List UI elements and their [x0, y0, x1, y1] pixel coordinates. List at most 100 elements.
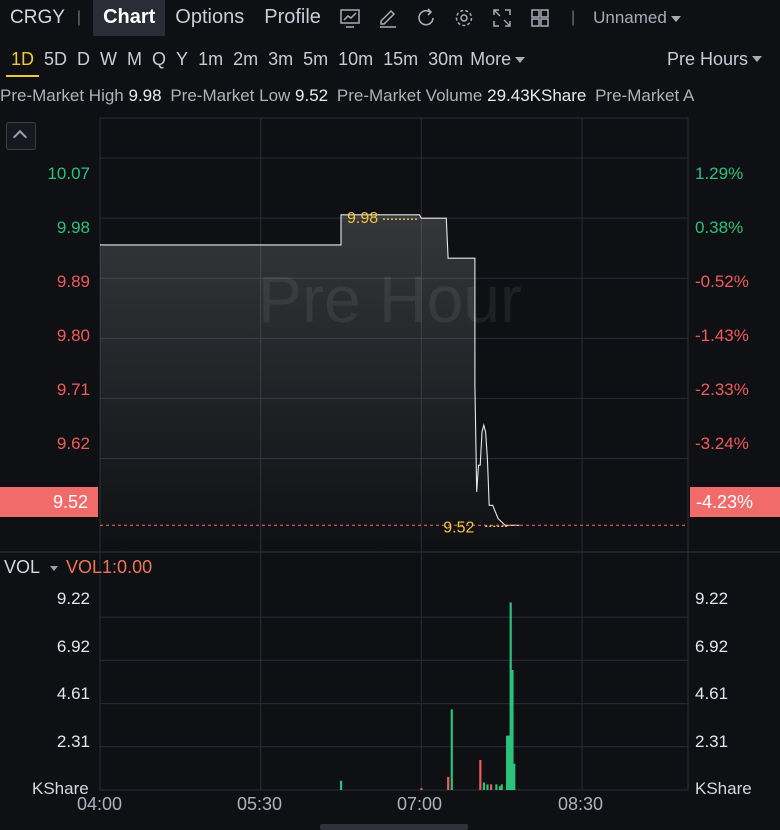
fullscreen-icon[interactable] [491, 7, 513, 29]
y-tick-right: 1.29% [695, 164, 744, 183]
volume-bar [507, 735, 511, 790]
y-tick-right: -2.33% [695, 380, 749, 399]
tab-options[interactable]: Options [175, 6, 245, 28]
refresh-icon[interactable] [415, 7, 437, 29]
volume-indicator-header[interactable]: VOL VOL1:0.00 [4, 557, 152, 578]
volume-unit-right: KShare [695, 779, 752, 798]
x-tick: 05:30 [237, 794, 283, 814]
vol-tick-right: 2.31 [695, 732, 729, 751]
premarket-low-value: 9.52 [295, 86, 329, 105]
current-change-value: -4.23% [696, 492, 754, 512]
y-tick-left: 9.80 [56, 326, 90, 345]
more-label: More [470, 48, 512, 69]
draw-pen-icon[interactable] [377, 7, 399, 29]
volume-bar [482, 782, 486, 790]
high-marker-label: 9.98 [347, 210, 378, 227]
timeline-scrollbar[interactable] [320, 824, 468, 830]
vol-tick-right: 9.22 [695, 589, 729, 608]
volume-bar [506, 735, 509, 790]
toolbar-divider: | [570, 9, 576, 26]
session-selector[interactable]: Pre Hours [666, 49, 748, 69]
volume-bar [513, 763, 516, 790]
chevron-down-icon [752, 56, 762, 62]
ticker-symbol[interactable]: CRGY [10, 7, 65, 28]
volume-label: VOL [4, 557, 41, 577]
current-price-tag: 9.52 [0, 487, 98, 517]
volume-bar [450, 709, 453, 790]
volume-bar [420, 788, 423, 790]
y-tick-right: -3.24% [695, 434, 749, 453]
period-3m[interactable]: 3m [268, 49, 294, 69]
period-d[interactable]: D [77, 49, 91, 69]
premarket-trailing-label: Pre-Market A [595, 86, 695, 105]
volume-bar [500, 784, 503, 790]
premarket-info-bar: Pre-Market High 9.98 Pre-Market Low 9.52… [0, 86, 780, 112]
premarket-volume-value: 29.43KShare [487, 86, 587, 105]
vol-tick-left: 2.31 [56, 732, 90, 751]
period-5d[interactable]: 5D [44, 49, 68, 69]
vol-tick-right: 4.61 [695, 684, 729, 703]
period-5m[interactable]: 5m [303, 49, 329, 69]
y-tick-left: 9.71 [56, 380, 90, 399]
low-marker-label: 9.52 [443, 519, 474, 536]
y-tick-right: -0.52% [695, 272, 749, 291]
y-tick-right: 0.38% [695, 218, 744, 237]
period-1d[interactable]: 1D [6, 41, 40, 77]
settings-gear-icon[interactable] [453, 7, 475, 29]
volume-bar [495, 784, 498, 790]
more-periods-button[interactable]: More [470, 48, 526, 70]
grid-layout-icon[interactable] [529, 7, 551, 29]
period-30m[interactable]: 30m [428, 49, 464, 69]
volume-bar [479, 760, 482, 790]
y-tick-left: 10.07 [47, 164, 90, 183]
period-w[interactable]: W [100, 49, 118, 69]
chevron-up-icon [12, 129, 28, 145]
period-10m[interactable]: 10m [338, 49, 374, 69]
volume-bar [486, 784, 489, 790]
chevron-down-icon [515, 56, 526, 63]
premarket-low-label: Pre-Market Low [170, 86, 291, 105]
volume-bar [489, 784, 493, 790]
volume-bar [511, 670, 514, 790]
period-2m[interactable]: 2m [233, 49, 259, 69]
y-tick-left: 9.89 [56, 272, 90, 291]
volume-bar [498, 786, 502, 790]
period-m[interactable]: M [127, 49, 143, 69]
y-tick-left: 9.62 [56, 434, 90, 453]
period-q[interactable]: Q [152, 49, 167, 69]
vol-tick-left: 9.22 [56, 589, 90, 608]
y-tick-right: -1.43% [695, 326, 749, 345]
layout-name: Unnamed [593, 8, 667, 27]
chevron-down-icon [670, 15, 681, 22]
y-tick-left: 9.98 [56, 218, 90, 237]
period-bar: 1D 5D D W M Q Y 1m 2m 3m 5m 10m 15m 30m … [0, 40, 780, 78]
x-tick: 07:00 [397, 794, 443, 814]
layout-selector[interactable]: Unnamed [593, 8, 681, 28]
volume-bar [447, 776, 450, 790]
price-line [100, 214, 520, 526]
volume-unit-left: KShare [32, 779, 89, 798]
top-toolbar: CRGY | Chart Options Profile | Unnamed [0, 0, 780, 36]
period-15m[interactable]: 15m [383, 49, 419, 69]
price-area-fill [100, 214, 520, 553]
line-chart-icon[interactable] [339, 7, 361, 29]
collapse-button[interactable] [6, 122, 36, 150]
tab-profile[interactable]: Profile [264, 6, 321, 28]
volume-bar [340, 780, 343, 790]
period-1m[interactable]: 1m [198, 49, 224, 69]
toolbar-divider: | [76, 9, 82, 26]
vol-tick-left: 6.92 [56, 637, 90, 656]
premarket-high-label: Pre-Market High [0, 86, 124, 105]
vol-tick-right: 6.92 [695, 637, 729, 656]
current-price-value: 9.52 [52, 492, 88, 512]
x-tick: 08:30 [558, 794, 604, 814]
x-tick: 04:00 [77, 794, 123, 814]
current-change-tag: -4.23% [690, 487, 780, 517]
tab-chart[interactable]: Chart [93, 0, 166, 36]
premarket-volume-label: Pre-Market Volume [336, 86, 483, 105]
period-y[interactable]: Y [176, 49, 189, 69]
volume-bar [509, 602, 512, 790]
chevron-down-icon [50, 565, 59, 571]
volume-value: VOL1:0.00 [66, 557, 153, 577]
